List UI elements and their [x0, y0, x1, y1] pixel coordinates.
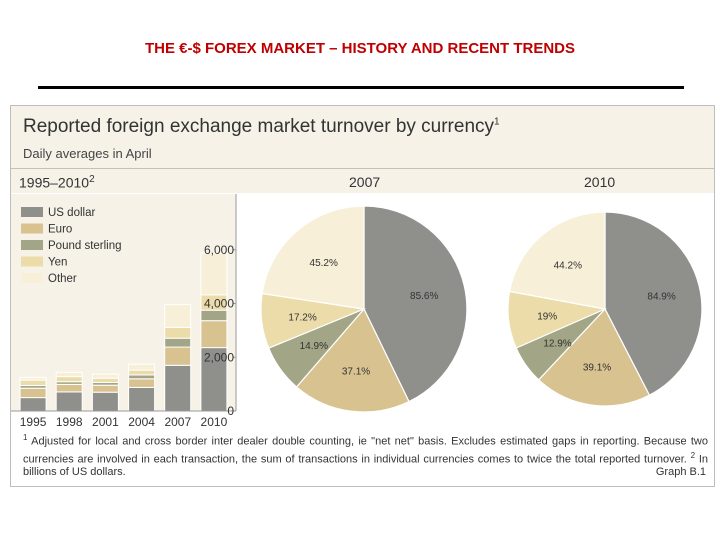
y-tick-label: 4,000 — [204, 297, 234, 311]
bar-segment-1995-other — [19, 376, 47, 381]
legend-label: Euro — [48, 224, 72, 236]
legend-label: Other — [48, 273, 77, 285]
legend-swatch — [21, 273, 43, 283]
bar-segment-2010-other — [200, 252, 228, 296]
legend-label: Yen — [48, 257, 67, 269]
pie-2010-slice-euro — [537, 307, 651, 407]
footnote-marker: 1 — [23, 433, 28, 442]
pie-2007-slice-euro — [295, 307, 410, 413]
y-tick-label: 0 — [227, 404, 234, 418]
bar-chart-title-marker: 2 — [89, 174, 95, 185]
bar-segment-1995-yen — [19, 379, 47, 387]
pie-2010-slice-label: 39.1% — [583, 363, 611, 374]
pie-2007-slice-label: 14.9% — [300, 341, 328, 352]
bar-segment-2010-pound-sterling — [200, 309, 228, 322]
pie-2010-slice-label: 19% — [537, 312, 557, 323]
legend-swatch — [21, 240, 43, 250]
pie-2007-slice-label: 17.2% — [288, 312, 316, 323]
bar-segment-1998-yen — [55, 376, 83, 383]
panel-title-text: Reported foreign exchange market turnove… — [23, 116, 495, 137]
legend-swatch — [21, 207, 43, 217]
y-tick-label: 6,000 — [204, 243, 234, 257]
footnote-text: Adjusted for local and cross border inte… — [23, 435, 708, 466]
panel-title: Reported foreign exchange market turnove… — [23, 116, 500, 138]
footnote2-text: In billions of US dollars. — [23, 453, 708, 479]
bar-segment-2001-us-dollar — [91, 391, 119, 412]
x-tick-label: 2004 — [128, 415, 155, 426]
legend-label: Pound sterling — [48, 240, 122, 252]
pie-2010-slice-label: 44.2% — [554, 260, 582, 271]
bar-segment-1998-other — [55, 371, 83, 378]
bar-segment-2010-euro — [200, 320, 228, 349]
legend-label: US dollar — [48, 207, 95, 219]
bar-segment-2007-other — [164, 304, 192, 328]
bar-segment-2010-us-dollar — [200, 347, 228, 412]
bar-segment-2004-us-dollar — [128, 386, 156, 412]
footnote: 1 Adjusted for local and cross border in… — [23, 431, 708, 479]
title-divider — [38, 86, 684, 89]
graph-label: Graph B.1 — [655, 466, 706, 478]
bar-segment-2004-other — [128, 363, 156, 371]
bar-chart-title-text: 1995–2010 — [19, 174, 90, 191]
bar-segment-2004-euro — [128, 378, 156, 388]
bar-segment-2001-other — [91, 373, 119, 379]
pie-2010-slice-us-dollar — [604, 211, 703, 397]
x-tick-label: 1995 — [20, 415, 47, 426]
bar-segment-2007-yen — [164, 326, 192, 339]
pie-2010-slice-label: 84.9% — [647, 291, 675, 302]
pie-2007-slice-label: 37.1% — [342, 366, 370, 377]
bar-segment-1998-euro — [55, 383, 83, 393]
y-tick-label: 2,000 — [204, 350, 234, 364]
bar-plot-background — [11, 194, 236, 411]
x-tick-label: 2010 — [201, 415, 228, 426]
panel-subtitle: Daily averages in April — [23, 146, 152, 161]
panel-title-footnote-marker: 1 — [494, 116, 500, 128]
bar-segment-2007-us-dollar — [164, 364, 192, 412]
pie-2007-slice-other — [261, 205, 365, 310]
pie-2010-slice-label: 12.9% — [543, 339, 571, 350]
bar-segment-2004-pound-sterling — [128, 374, 156, 380]
slide-title: THE €-$ FOREX MARKET – HISTORY AND RECEN… — [144, 40, 576, 57]
panel-header: Reported foreign exchange market turnove… — [11, 106, 714, 169]
pie-2007-slice-label: 45.2% — [310, 258, 338, 269]
bar-chart-title: 1995–20102 — [19, 174, 95, 191]
x-tick-label: 1998 — [56, 415, 83, 426]
pie-2007-slice-label: 85.6% — [410, 291, 438, 302]
chart-panel: Reported foreign exchange market turnove… — [10, 105, 715, 487]
pie-2007-slice-us-dollar — [363, 205, 468, 403]
footnote2-marker: 2 — [690, 450, 696, 460]
bar-segment-2004-yen — [128, 369, 156, 376]
pie-2010-slice-other — [508, 211, 606, 310]
bar-segment-2007-euro — [164, 346, 192, 366]
pie-2010-title: 2010 — [584, 174, 616, 190]
chart-titles-band — [11, 169, 714, 193]
x-tick-label: 2007 — [164, 415, 191, 426]
pie-2007-title: 2007 — [349, 174, 381, 190]
legend-swatch — [21, 256, 43, 267]
legend-swatch — [21, 223, 43, 234]
bar-segment-1998-us-dollar — [55, 391, 83, 412]
bar-segment-2001-yen — [91, 377, 119, 384]
x-tick-label: 2001 — [92, 415, 119, 426]
bar-segment-2001-euro — [91, 384, 119, 393]
bar-segment-1995-us-dollar — [19, 397, 47, 412]
bar-segment-1995-euro — [19, 387, 47, 399]
bar-segment-2007-pound-sterling — [164, 337, 192, 348]
